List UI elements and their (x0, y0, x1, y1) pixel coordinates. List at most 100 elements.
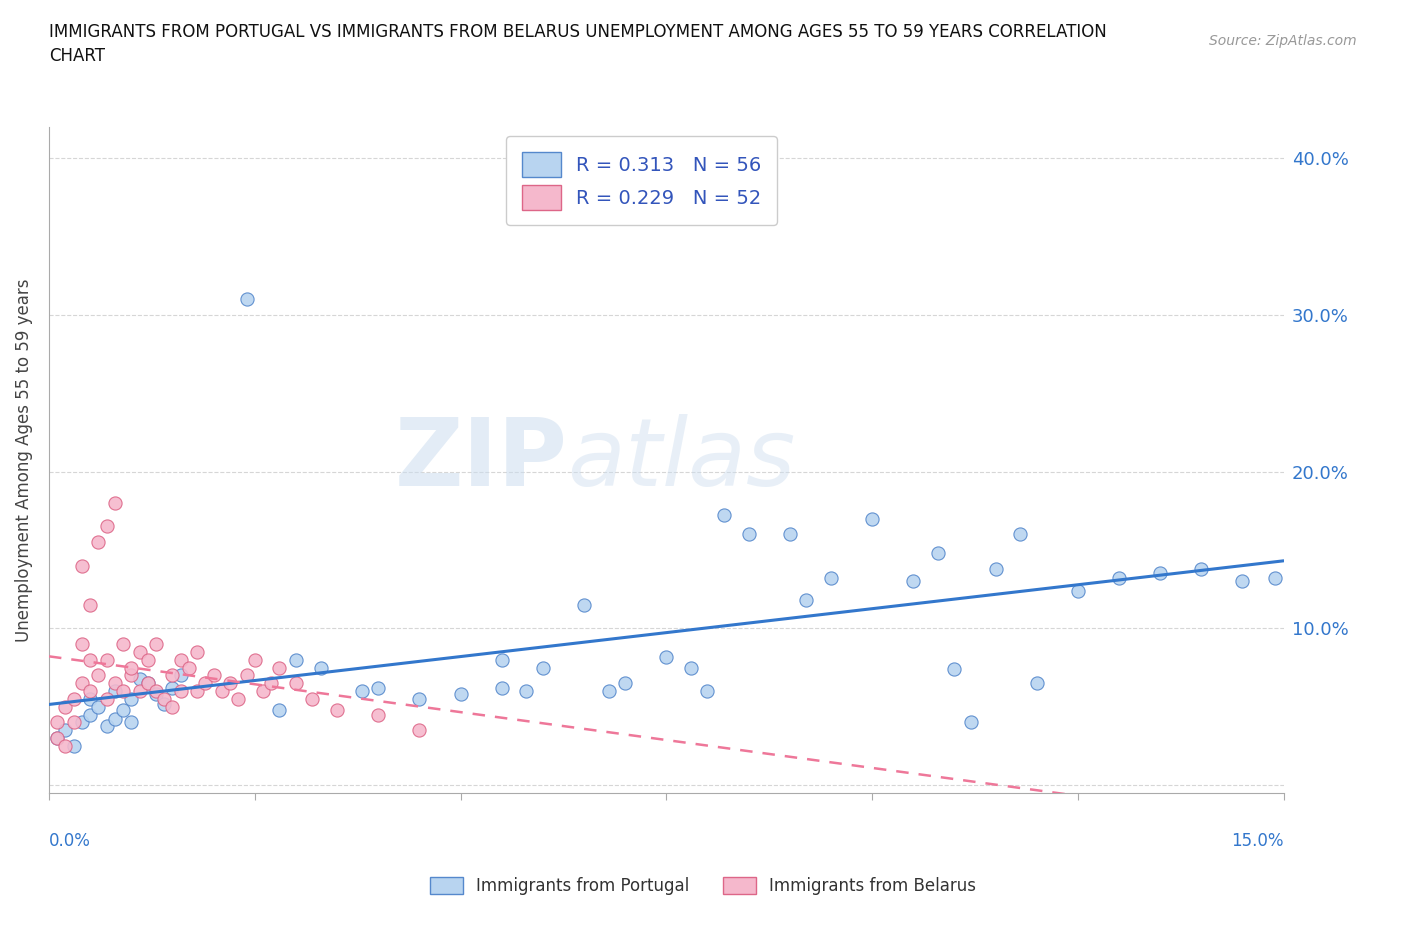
Point (211, 684, 233, 698)
Point (350, 684, 373, 698)
Point (128, 684, 150, 698)
Point (70, 637, 93, 652)
Point (515, 684, 537, 698)
Point (87, 668, 110, 683)
Point (614, 676, 637, 691)
Point (96, 718, 118, 733)
Point (252, 684, 274, 698)
Point (153, 697, 176, 711)
Point (243, 652, 266, 667)
Point (55, 723, 77, 737)
Point (903, 574, 925, 589)
Text: ZIP: ZIP (395, 414, 568, 506)
Point (79, 707, 101, 722)
Point (136, 676, 159, 691)
Point (128, 671, 150, 686)
Point (408, 723, 430, 737)
Point (104, 684, 127, 698)
Point (235, 292, 257, 307)
Point (1189, 562, 1212, 577)
Point (112, 684, 135, 698)
Point (55, 699, 77, 714)
Point (136, 676, 159, 691)
Point (450, 686, 472, 701)
Point (194, 676, 217, 691)
Point (820, 571, 842, 586)
Point (79, 597, 101, 612)
Point (1264, 571, 1286, 586)
Point (79, 684, 101, 698)
Point (269, 660, 291, 675)
Point (145, 637, 167, 652)
Point (531, 660, 554, 675)
Point (1108, 571, 1130, 586)
Point (169, 684, 191, 698)
Point (87, 535, 110, 550)
Point (62, 738, 84, 753)
Point (46, 715, 69, 730)
Point (70, 676, 93, 691)
Point (79, 652, 101, 667)
Point (1067, 583, 1090, 598)
Point (104, 496, 127, 511)
Point (46, 731, 69, 746)
Point (284, 652, 307, 667)
Text: IMMIGRANTS FROM PORTUGAL VS IMMIGRANTS FROM BELARUS UNEMPLOYMENT AMONG AGES 55 T: IMMIGRANTS FROM PORTUGAL VS IMMIGRANTS F… (49, 23, 1107, 65)
Point (136, 652, 159, 667)
Point (959, 715, 981, 730)
Point (145, 684, 167, 698)
Point (655, 649, 678, 664)
Point (860, 512, 883, 526)
Point (572, 597, 595, 612)
Point (145, 686, 167, 701)
Point (301, 692, 323, 707)
Point (120, 668, 142, 683)
Point (153, 692, 176, 707)
Point (128, 644, 150, 659)
Point (70, 715, 93, 730)
Point (491, 652, 513, 667)
Y-axis label: Unemployment Among Ages 55 to 59 years: Unemployment Among Ages 55 to 59 years (15, 278, 32, 642)
Point (186, 644, 208, 659)
Point (713, 508, 735, 523)
Point (112, 702, 135, 717)
Point (70, 558, 93, 573)
Legend: Immigrants from Portugal, Immigrants from Belarus: Immigrants from Portugal, Immigrants fro… (422, 869, 984, 903)
Point (1025, 676, 1047, 691)
Point (367, 681, 389, 696)
Point (62, 715, 84, 730)
Point (79, 692, 101, 707)
Point (235, 668, 257, 683)
Point (598, 684, 620, 698)
Point (927, 546, 949, 561)
Text: 15.0%: 15.0% (1232, 832, 1284, 850)
Point (326, 702, 349, 717)
Point (1232, 574, 1254, 589)
Text: atlas: atlas (568, 414, 796, 505)
Point (309, 660, 332, 675)
Point (491, 681, 513, 696)
Point (177, 660, 200, 675)
Point (162, 668, 184, 683)
Point (120, 660, 142, 675)
Legend: R = 0.313   N = 56, R = 0.229   N = 52: R = 0.313 N = 56, R = 0.229 N = 52 (506, 137, 778, 225)
Point (169, 652, 191, 667)
Point (96, 519, 118, 534)
Point (696, 684, 718, 698)
Point (1149, 566, 1171, 581)
Point (984, 562, 1007, 577)
Point (260, 676, 283, 691)
Point (87, 699, 110, 714)
Point (162, 681, 184, 696)
Point (367, 707, 389, 722)
Text: 0.0%: 0.0% (49, 832, 91, 850)
Point (162, 699, 184, 714)
Point (737, 527, 759, 542)
Point (112, 637, 135, 652)
Point (226, 692, 249, 707)
Point (96, 652, 118, 667)
Point (186, 684, 208, 698)
Point (943, 662, 966, 677)
Point (169, 668, 191, 683)
Point (46, 731, 69, 746)
